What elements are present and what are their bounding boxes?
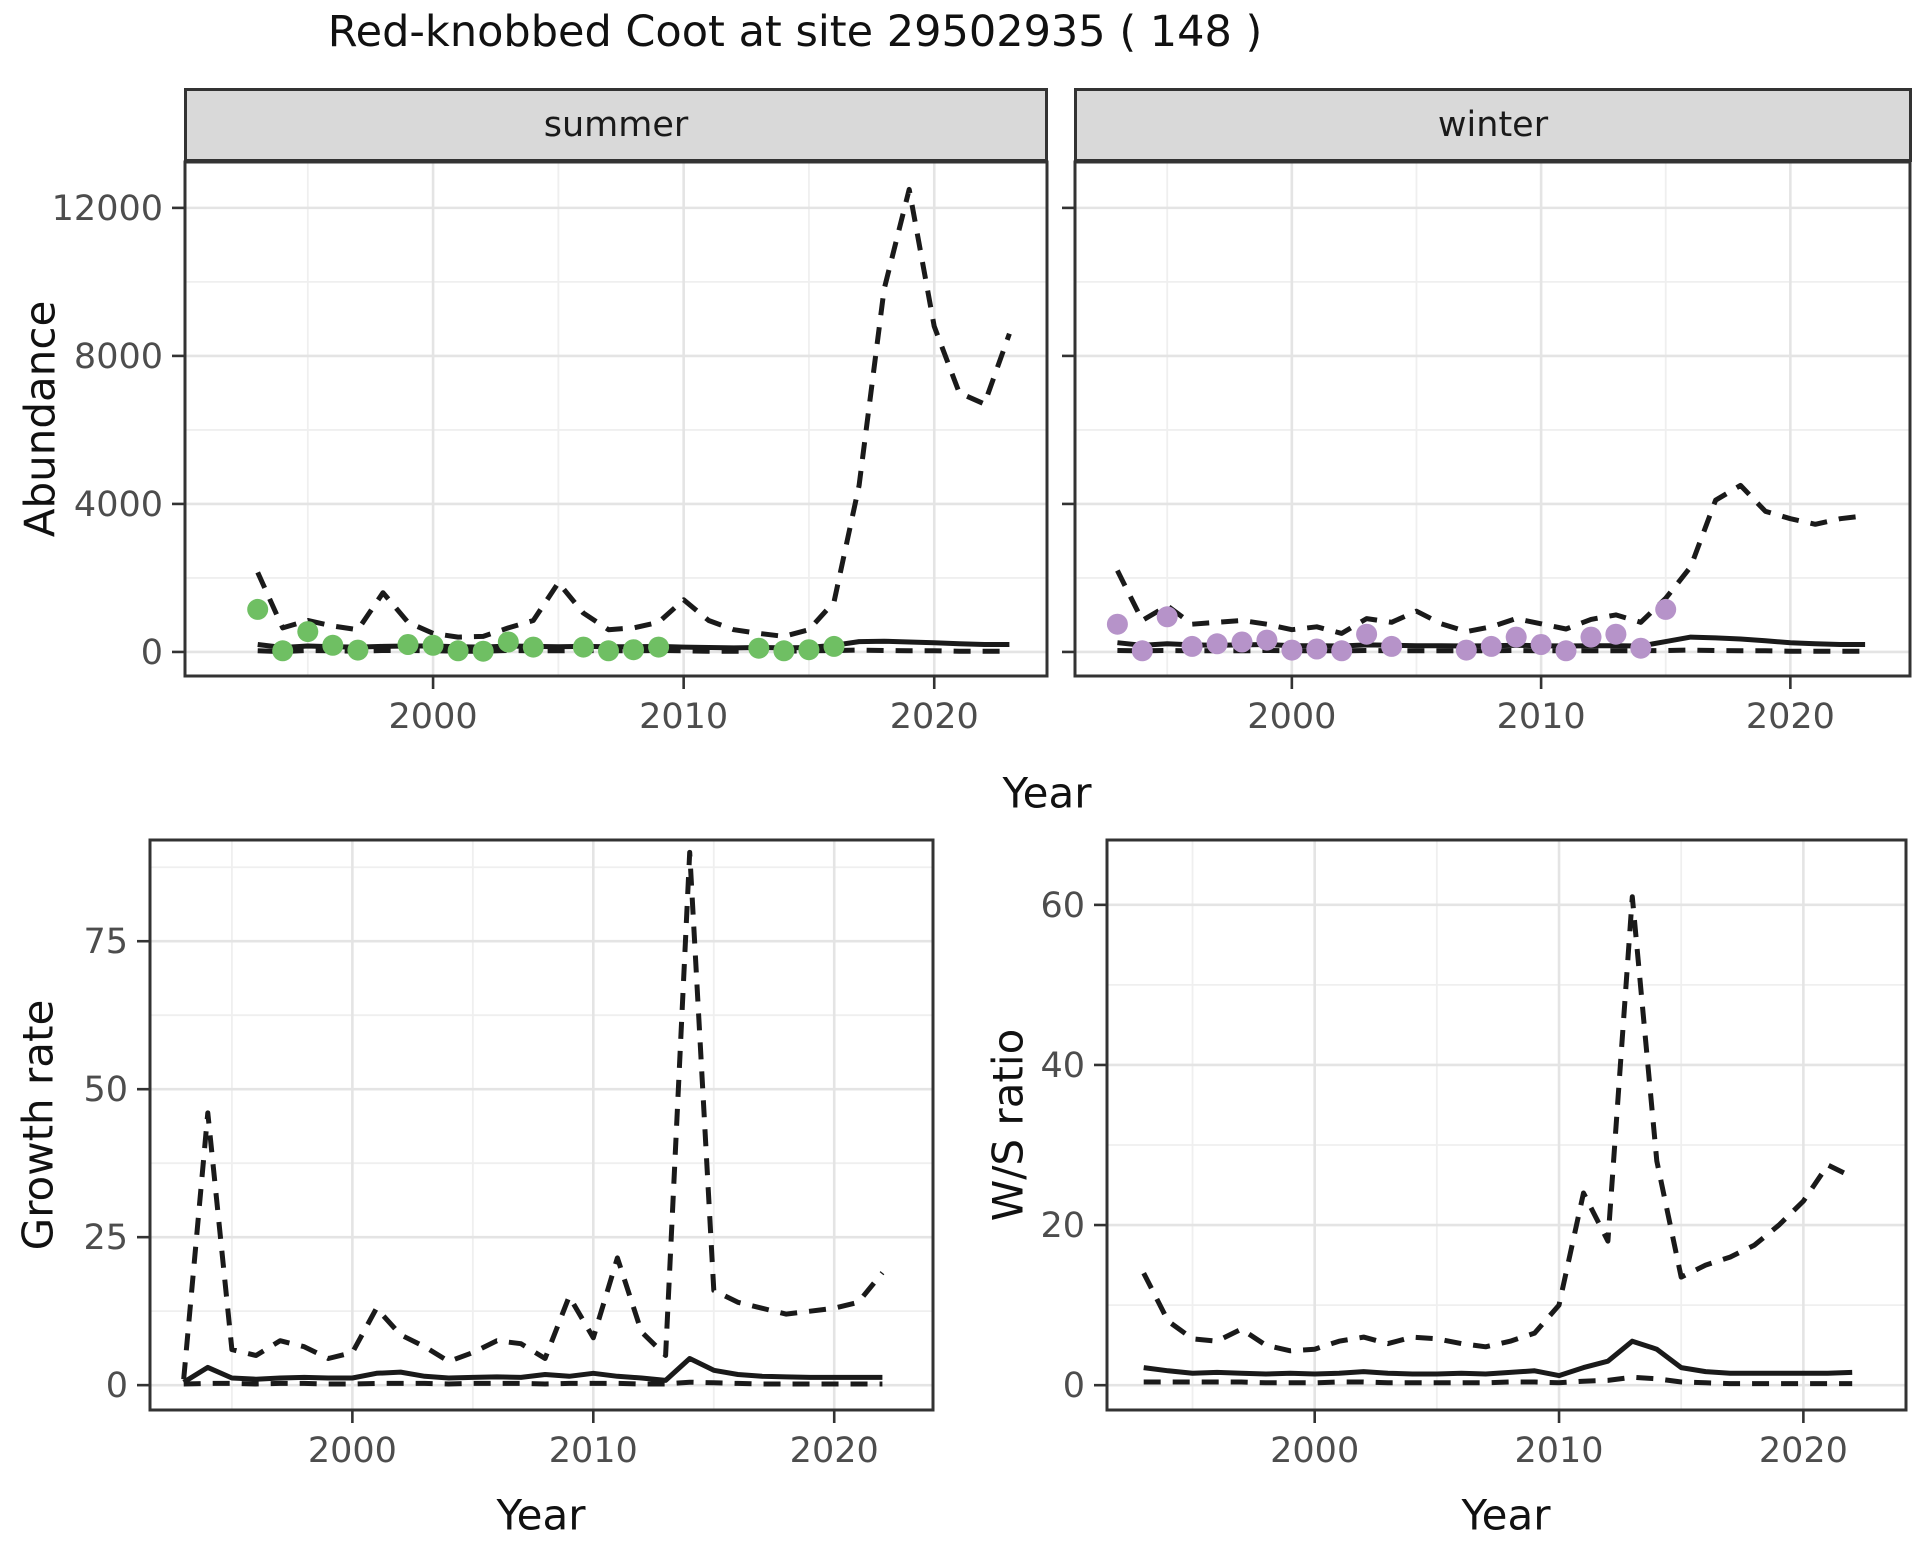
svg-text:25: 25	[83, 1218, 128, 1258]
svg-text:2010: 2010	[1497, 697, 1586, 737]
svg-text:60: 60	[1040, 886, 1085, 926]
svg-text:40: 40	[1040, 1046, 1085, 1086]
svg-text:2010: 2010	[549, 1431, 638, 1471]
svg-text:0: 0	[1063, 1366, 1085, 1406]
svg-text:2010: 2010	[639, 697, 728, 737]
svg-text:2020: 2020	[1759, 1431, 1848, 1471]
facet-strip-summer: summer	[184, 88, 1048, 162]
svg-text:0: 0	[141, 633, 163, 673]
facet-strip-winter: winter	[1074, 88, 1912, 162]
svg-text:8000: 8000	[74, 337, 163, 377]
svg-text:12000: 12000	[52, 189, 163, 229]
svg-text:20: 20	[1040, 1206, 1085, 1246]
svg-text:2010: 2010	[1514, 1431, 1603, 1471]
svg-text:0: 0	[106, 1366, 128, 1406]
svg-text:50: 50	[83, 1070, 128, 1110]
svg-text:2020: 2020	[790, 1431, 879, 1471]
svg-text:2000: 2000	[1270, 1431, 1359, 1471]
svg-text:75: 75	[83, 922, 128, 962]
svg-text:4000: 4000	[74, 485, 163, 525]
svg-text:2000: 2000	[389, 697, 478, 737]
svg-text:2000: 2000	[308, 1431, 397, 1471]
facet-strip-summer-label: summer	[543, 105, 689, 145]
svg-text:2000: 2000	[1247, 697, 1336, 737]
svg-text:2020: 2020	[890, 697, 979, 737]
facet-strip-winter-label: winter	[1437, 105, 1549, 145]
svg-text:2020: 2020	[1746, 697, 1835, 737]
